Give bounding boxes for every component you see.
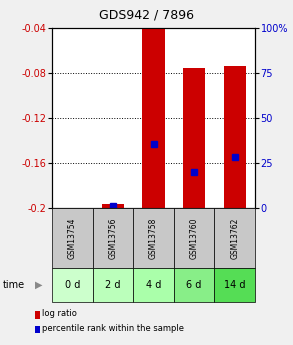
- Text: GSM13758: GSM13758: [149, 217, 158, 259]
- Text: 2 d: 2 d: [105, 280, 121, 290]
- Text: GSM13762: GSM13762: [230, 217, 239, 259]
- Text: GSM13756: GSM13756: [108, 217, 117, 259]
- Text: log ratio: log ratio: [42, 309, 77, 318]
- Text: percentile rank within the sample: percentile rank within the sample: [42, 325, 185, 334]
- Bar: [224, 66, 246, 208]
- Text: GSM13754: GSM13754: [68, 217, 77, 259]
- Text: 6 d: 6 d: [186, 280, 202, 290]
- Text: GDS942 / 7896: GDS942 / 7896: [99, 9, 194, 22]
- Text: time: time: [3, 280, 25, 290]
- Text: 4 d: 4 d: [146, 280, 161, 290]
- Text: GSM13760: GSM13760: [190, 217, 199, 259]
- Bar: [183, 69, 205, 208]
- Bar: [102, 204, 124, 208]
- Text: ▶: ▶: [35, 280, 43, 290]
- Text: 14 d: 14 d: [224, 280, 246, 290]
- Text: 0 d: 0 d: [65, 280, 80, 290]
- Bar: [142, 28, 165, 208]
